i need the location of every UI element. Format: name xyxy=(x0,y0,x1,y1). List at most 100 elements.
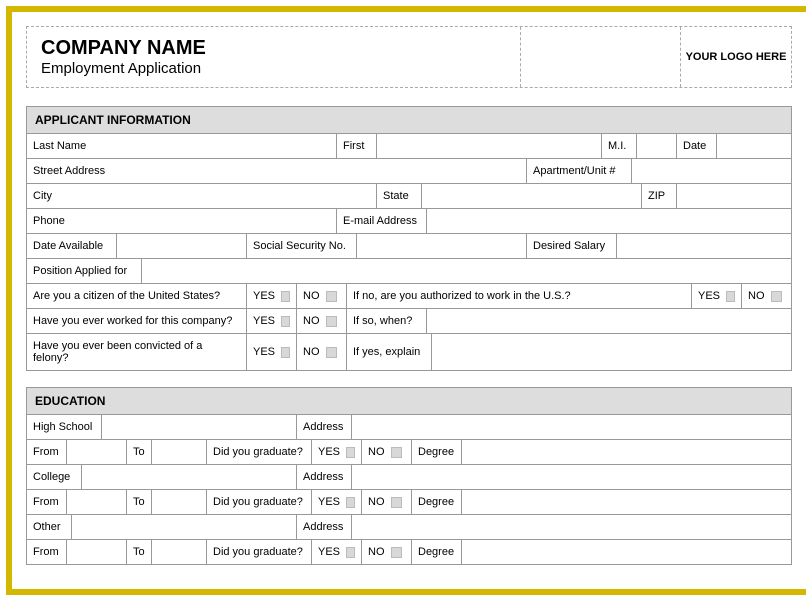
row-position: Position Applied for xyxy=(26,259,792,284)
yes-label: YES xyxy=(253,315,275,327)
logo-placeholder: YOUR LOGO HERE xyxy=(681,27,791,87)
field-hs-to[interactable] xyxy=(152,440,207,465)
field-email[interactable] xyxy=(427,209,792,234)
row-other2: From To Did you graduate? YES NO Degree xyxy=(26,540,792,565)
label-college: College xyxy=(27,465,82,490)
field-position[interactable] xyxy=(142,259,792,284)
hs-grad-no[interactable]: NO xyxy=(362,440,412,465)
field-date[interactable] xyxy=(717,134,792,159)
label-phone: Phone xyxy=(27,209,337,234)
label-zip: ZIP xyxy=(642,184,677,209)
checkbox-icon xyxy=(281,291,290,302)
field-apt[interactable] xyxy=(632,159,792,184)
checkbox-icon xyxy=(326,347,337,358)
hs-grad-yes[interactable]: YES xyxy=(312,440,362,465)
field-zip[interactable] xyxy=(677,184,792,209)
row-citizen: Are you a citizen of the United States? … xyxy=(26,284,792,309)
felony-yes[interactable]: YES xyxy=(247,334,297,371)
field-hs[interactable] xyxy=(102,415,297,440)
worked-yes[interactable]: YES xyxy=(247,309,297,334)
label-degree: Degree xyxy=(412,440,462,465)
label-to: To xyxy=(127,540,152,565)
auth-no[interactable]: NO xyxy=(742,284,792,309)
label-address: Address xyxy=(297,515,352,540)
label-graduate: Did you graduate? xyxy=(207,540,312,565)
field-salary[interactable] xyxy=(617,234,792,259)
label-worked: Have you ever worked for this company? xyxy=(27,309,247,334)
citizen-no[interactable]: NO xyxy=(297,284,347,309)
label-apt: Apartment/Unit # xyxy=(527,159,632,184)
label-from: From xyxy=(27,490,67,515)
field-state[interactable] xyxy=(422,184,642,209)
checkbox-icon xyxy=(346,447,355,458)
label-degree: Degree xyxy=(412,540,462,565)
header: COMPANY NAME Employment Application YOUR… xyxy=(26,26,792,88)
company-name: COMPANY NAME xyxy=(41,37,506,60)
felony-no[interactable]: NO xyxy=(297,334,347,371)
field-oth-from[interactable] xyxy=(67,540,127,565)
oth-grad-yes[interactable]: YES xyxy=(312,540,362,565)
label-dateavail: Date Available xyxy=(27,234,117,259)
row-college: College Address xyxy=(26,465,792,490)
label-authorized: If no, are you authorized to work in the… xyxy=(347,284,692,309)
citizen-yes[interactable]: YES xyxy=(247,284,297,309)
col-grad-yes[interactable]: YES xyxy=(312,490,362,515)
no-label: NO xyxy=(303,290,320,302)
field-college-address[interactable] xyxy=(352,465,792,490)
field-oth-degree[interactable] xyxy=(462,540,792,565)
checkbox-icon xyxy=(281,347,290,358)
field-dateavail[interactable] xyxy=(117,234,247,259)
yes-label: YES xyxy=(253,346,275,358)
auth-yes[interactable]: YES xyxy=(692,284,742,309)
no-label: NO xyxy=(368,546,385,558)
field-ifexplain[interactable] xyxy=(432,334,792,371)
row-other: Other Address xyxy=(26,515,792,540)
field-ifwhen[interactable] xyxy=(427,309,792,334)
label-other: Other xyxy=(27,515,72,540)
label-from: From xyxy=(27,540,67,565)
field-mi[interactable] xyxy=(637,134,677,159)
no-label: NO xyxy=(368,446,385,458)
oth-grad-no[interactable]: NO xyxy=(362,540,412,565)
field-oth-to[interactable] xyxy=(152,540,207,565)
checkbox-icon xyxy=(346,547,355,558)
col-grad-no[interactable]: NO xyxy=(362,490,412,515)
label-salary: Desired Salary xyxy=(527,234,617,259)
row-felony: Have you ever been convicted of a felony… xyxy=(26,334,792,371)
field-college[interactable] xyxy=(82,465,297,490)
label-graduate: Did you graduate? xyxy=(207,490,312,515)
row-hs: High School Address xyxy=(26,415,792,440)
checkbox-icon xyxy=(326,291,337,302)
label-address: Address xyxy=(297,465,352,490)
checkbox-icon xyxy=(391,547,402,558)
field-other-address[interactable] xyxy=(352,515,792,540)
field-col-from[interactable] xyxy=(67,490,127,515)
label-hs: High School xyxy=(27,415,102,440)
field-other[interactable] xyxy=(72,515,297,540)
row-city: City State ZIP xyxy=(26,184,792,209)
label-address: Address xyxy=(297,415,352,440)
field-hs-address[interactable] xyxy=(352,415,792,440)
worked-no[interactable]: NO xyxy=(297,309,347,334)
field-first[interactable] xyxy=(377,134,602,159)
row-available: Date Available Social Security No. Desir… xyxy=(26,234,792,259)
field-col-to[interactable] xyxy=(152,490,207,515)
yes-label: YES xyxy=(318,546,340,558)
label-citizen: Are you a citizen of the United States? xyxy=(27,284,247,309)
field-hs-from[interactable] xyxy=(67,440,127,465)
header-left: COMPANY NAME Employment Application xyxy=(27,27,521,87)
section-applicant: APPLICANT INFORMATION xyxy=(26,106,792,134)
field-ssn[interactable] xyxy=(357,234,527,259)
yes-label: YES xyxy=(318,496,340,508)
checkbox-icon xyxy=(726,291,735,302)
checkbox-icon xyxy=(391,447,402,458)
label-from: From xyxy=(27,440,67,465)
label-email: E-mail Address xyxy=(337,209,427,234)
field-col-degree[interactable] xyxy=(462,490,792,515)
label-lastname: Last Name xyxy=(27,134,337,159)
header-mid xyxy=(521,27,681,87)
label-street: Street Address xyxy=(27,159,527,184)
label-graduate: Did you graduate? xyxy=(207,440,312,465)
field-hs-degree[interactable] xyxy=(462,440,792,465)
label-ifexplain: If yes, explain xyxy=(347,334,432,371)
